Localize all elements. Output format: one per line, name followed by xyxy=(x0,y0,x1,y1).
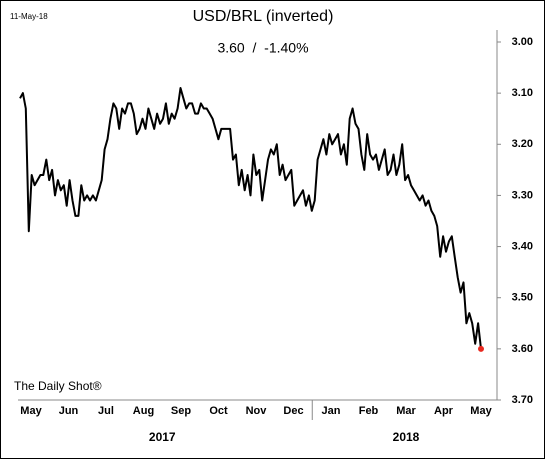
subtitle: 3.60 / -1.40% xyxy=(217,40,308,56)
x-tick-label: Sep xyxy=(171,405,191,417)
y-tick-label: 3.30 xyxy=(512,189,533,201)
chart-title: USD/BRL (inverted) xyxy=(193,8,334,25)
price-line xyxy=(19,87,482,350)
y-tick-label: 3.40 xyxy=(512,240,533,252)
x-tick-label: Feb xyxy=(359,405,379,417)
last-point xyxy=(478,345,484,352)
year-label: 2017 xyxy=(149,430,176,444)
y-tick-label: 3.70 xyxy=(512,394,533,406)
x-tick-label: Aug xyxy=(133,405,154,417)
x-tick-label: Mar xyxy=(396,405,416,417)
x-tick-label: Oct xyxy=(209,405,228,417)
x-tick-label: Apr xyxy=(434,405,454,417)
x-tick-label: Jul xyxy=(98,405,114,417)
x-tick-label: Dec xyxy=(283,405,303,417)
date: 11-May-18 xyxy=(10,12,48,21)
y-tick-label: 3.60 xyxy=(512,343,533,355)
x-tick-label: May xyxy=(20,405,42,417)
y-tick-label: 3.00 xyxy=(512,36,533,48)
source: The Daily Shot® xyxy=(14,379,102,393)
x-tick-label: May xyxy=(470,405,492,417)
y-tick-label: 3.10 xyxy=(512,87,533,99)
x-tick-label: Jan xyxy=(322,405,341,417)
x-tick-label: Nov xyxy=(246,405,268,417)
y-tick-label: 3.50 xyxy=(512,292,533,304)
x-tick-label: Jun xyxy=(59,405,79,417)
y-tick-label: 3.20 xyxy=(512,138,533,150)
year-label: 2018 xyxy=(393,430,420,444)
